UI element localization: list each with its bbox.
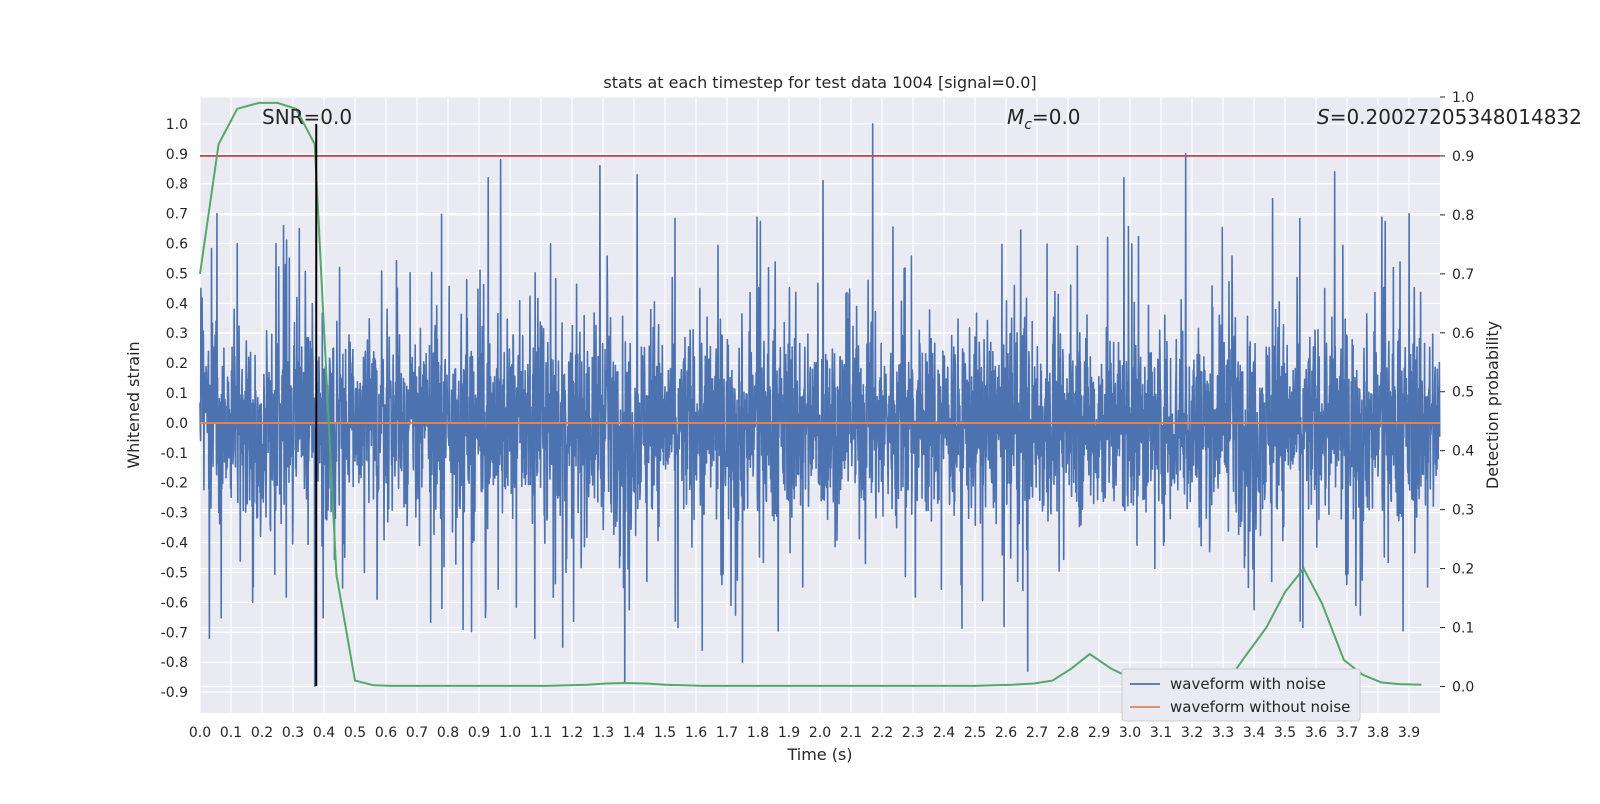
x-tick-label: 1.0 (499, 725, 521, 741)
x-tick-label: 2.2 (871, 725, 893, 741)
x-tick-label: 0.3 (282, 725, 304, 741)
y-right-tick-label: 0.3 (1452, 503, 1474, 519)
y-axis-left-ticks: 1.0 0.9 0.8 0.7 0.6 0.5 0.4 0.3 0.2 0.1 0.0 -0.1 -0.… (161, 117, 188, 701)
y-tick-label: 0.1 (166, 386, 188, 402)
y-right-tick-label: 0.9 (1452, 149, 1474, 165)
y-tick-label: -0.6 (161, 595, 188, 611)
x-tick-label: 2.3 (902, 725, 924, 741)
x-tick-label: 1.3 (592, 725, 614, 741)
x-tick-label: 0.1 (220, 725, 242, 741)
y-tick-label: 0.5 (166, 266, 188, 282)
y-right-tick-label: 0.6 (1452, 326, 1474, 342)
x-tick-label: 3.6 (1305, 725, 1327, 741)
x-tick-label: 3.7 (1336, 725, 1358, 741)
x-tick-label: 0.6 (375, 725, 397, 741)
x-tick-label: 1.8 (747, 725, 769, 741)
y-tick-label: -0.9 (161, 685, 188, 701)
x-tick-label: 3.0 (1119, 725, 1141, 741)
legend: waveform with noise waveform without noi… (1121, 668, 1361, 722)
x-tick-label: 0.9 (468, 725, 490, 741)
y-tick-label: 0.7 (166, 207, 188, 223)
x-tick-label: 2.7 (1026, 725, 1048, 741)
x-tick-label: 1.5 (654, 725, 676, 741)
x-tick-label: 3.4 (1243, 725, 1265, 741)
s-annotation: S=0.20027205348014832 (1317, 105, 1582, 129)
x-tick-label: 2.4 (933, 725, 955, 741)
x-tick-label: 0.2 (251, 725, 273, 741)
y-right-tick-label: 0.0 (1452, 679, 1474, 695)
x-tick-label: 2.9 (1088, 725, 1110, 741)
mc-subscript: c (1024, 117, 1032, 133)
y-tick-label: 0.9 (166, 147, 188, 163)
legend-label-clean: waveform without noise (1170, 698, 1350, 716)
y-right-tick-label: 1.0 (1452, 90, 1474, 106)
y-right-tick-label: 0.5 (1452, 385, 1474, 401)
chart-title: stats at each timestep for test data 100… (603, 73, 1036, 92)
x-tick-label: 3.9 (1398, 725, 1420, 741)
legend-box (1121, 668, 1361, 722)
y-tick-label: 1.0 (166, 117, 188, 133)
y-right-tick-label: 0.7 (1452, 267, 1474, 283)
y-right-tick-label: 0.1 (1452, 621, 1474, 637)
x-tick-label: 0.5 (344, 725, 366, 741)
mc-value: =0.0 (1032, 105, 1081, 129)
x-tick-label: 3.5 (1274, 725, 1296, 741)
x-tick-label: 1.7 (716, 725, 738, 741)
y-tick-label: 0.4 (166, 296, 188, 312)
y-tick-label: -0.1 (161, 446, 188, 462)
x-tick-label: 1.6 (685, 725, 707, 741)
x-tick-label: 2.0 (809, 725, 831, 741)
y-right-tick-label: 0.8 (1452, 208, 1474, 224)
x-tick-label: 1.2 (561, 725, 583, 741)
y-tick-label: -0.5 (161, 565, 188, 581)
x-tick-label: 2.8 (1057, 725, 1079, 741)
mc-annotation: Mc=0.0 (1007, 105, 1081, 133)
x-tick-label: 2.1 (840, 725, 862, 741)
x-tick-label: 3.2 (1181, 725, 1203, 741)
y-tick-label: 0.8 (166, 177, 188, 193)
x-tick-label: 1.1 (530, 725, 552, 741)
x-tick-label: 3.8 (1367, 725, 1389, 741)
y-axis-label: Whitened strain (124, 341, 143, 468)
x-tick-label: 3.1 (1150, 725, 1172, 741)
y-tick-label: -0.2 (161, 476, 188, 492)
y-right-tick-label: 0.2 (1452, 562, 1474, 578)
x-axis-label: Time (s) (786, 745, 852, 764)
y-axis-right-ticks: 1.0 0.9 0.8 0.7 0.6 0.5 0.4 0.3 0.2 0.1 0.0 (1440, 90, 1474, 695)
x-tick-label: 3.3 (1212, 725, 1234, 741)
mc-symbol: M (1007, 105, 1024, 129)
y-tick-label: 0.0 (166, 416, 188, 432)
x-tick-label: 0.8 (437, 725, 459, 741)
s-value: =0.20027205348014832 (1330, 105, 1582, 129)
x-axis-ticks: 0.0 0.1 0.2 0.3 0.4 0.5 0.6 0.7 0.8 0.9 1.0 1.1 1.2 1… (189, 725, 1420, 741)
series-waveform-with-noise (199, 123, 1441, 687)
noise-waveform (199, 123, 1441, 687)
y-tick-label: 0.3 (166, 326, 188, 342)
x-tick-label: 0.0 (189, 725, 211, 741)
y-tick-label: -0.8 (161, 655, 188, 671)
x-tick-label: 2.6 (995, 725, 1017, 741)
y-tick-label: 0.2 (166, 356, 188, 372)
y-tick-label: -0.7 (161, 625, 188, 641)
y-axis-right-label: Detection probability (1483, 321, 1502, 489)
legend-label-noise: waveform with noise (1170, 675, 1326, 693)
y-tick-label: 0.6 (166, 237, 188, 253)
x-tick-label: 1.4 (623, 725, 645, 741)
x-tick-label: 0.7 (406, 725, 428, 741)
y-tick-label: -0.3 (161, 506, 188, 522)
y-tick-label: -0.4 (161, 536, 188, 552)
x-tick-label: 1.9 (778, 725, 800, 741)
x-tick-label: 0.4 (313, 725, 335, 741)
x-tick-label: 2.5 (964, 725, 986, 741)
snr-annotation: SNR=0.0 (262, 105, 352, 129)
y-right-tick-label: 0.4 (1452, 444, 1474, 460)
s-symbol: S (1317, 105, 1330, 129)
